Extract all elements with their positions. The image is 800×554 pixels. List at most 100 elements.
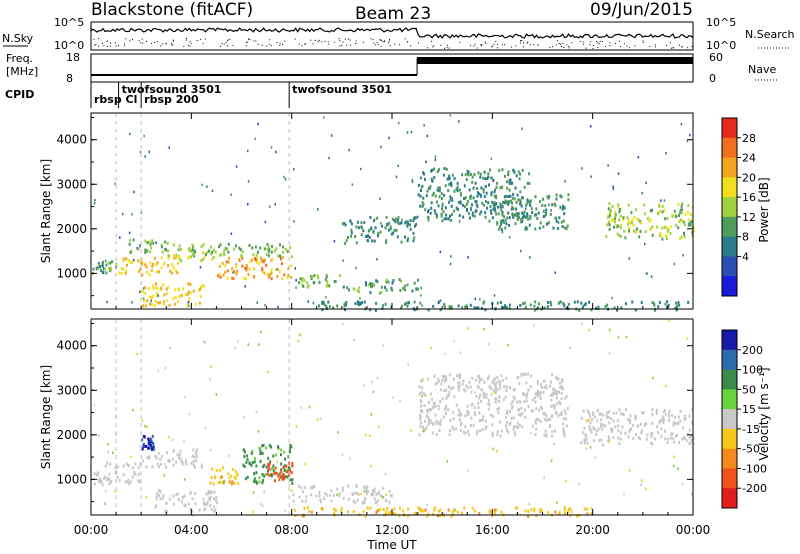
- heatmap-cell: [262, 260, 265, 264]
- heatmap-cell: [364, 281, 367, 285]
- heatmap-cell: [640, 300, 643, 304]
- heatmap-cell: [137, 247, 140, 251]
- heatmap-cell: [290, 264, 293, 268]
- heatmap-speck: [133, 258, 135, 262]
- heatmap-cell: [503, 195, 506, 199]
- heatmap-cell: [499, 186, 502, 190]
- heatmap-speck: [228, 454, 230, 457]
- heatmap-speck: [677, 467, 679, 470]
- heatmap-cell: [165, 501, 168, 505]
- heatmap-cell: [235, 244, 237, 248]
- heatmap-cell: [357, 498, 359, 502]
- colorbar-segment: [722, 256, 737, 277]
- heatmap-cell: [685, 439, 688, 442]
- nsearch-dot: [527, 41, 529, 43]
- heatmap-cell: [682, 426, 685, 430]
- heatmap-cell: [390, 494, 393, 498]
- colorbar-tick-label: 16: [742, 191, 756, 204]
- heatmap-cell: [455, 187, 458, 191]
- heatmap-cell: [511, 405, 514, 409]
- heatmap-cell: [539, 200, 542, 204]
- heatmap-cell: [482, 176, 485, 180]
- heatmap-cell: [520, 406, 523, 410]
- heatmap-cell: [511, 205, 514, 209]
- heatmap-cell: [312, 485, 314, 489]
- heatmap-speck: [188, 413, 191, 416]
- heatmap-speck: [430, 347, 433, 350]
- heatmap-cell: [100, 269, 103, 272]
- heatmap-speck: [264, 220, 267, 224]
- heatmap-cell: [440, 192, 443, 196]
- heatmap-cell: [553, 406, 556, 410]
- heatmap-cell: [565, 394, 568, 398]
- heatmap-speck: [262, 504, 264, 508]
- heatmap-cell: [420, 379, 423, 383]
- heatmap-speck: [353, 339, 355, 342]
- heatmap-cell: [497, 380, 500, 383]
- heatmap-cell: [374, 308, 377, 312]
- heatmap-cell: [388, 500, 391, 504]
- heatmap-cell: [230, 482, 233, 486]
- heatmap-cell: [516, 217, 519, 221]
- heatmap-speck: [467, 256, 469, 259]
- heatmap-cell: [477, 306, 480, 310]
- nsky-tick-bottom: 10^0: [54, 39, 84, 52]
- heatmap-cell: [298, 495, 301, 499]
- heatmap-cell: [475, 306, 478, 310]
- heatmap-cell: [460, 193, 463, 197]
- colorbar-tick-label: 50: [742, 383, 756, 396]
- heatmap-cell: [270, 250, 273, 254]
- freq-tick-top: 18: [66, 51, 80, 64]
- heatmap-cell: [199, 287, 202, 291]
- heatmap-cell: [280, 470, 283, 474]
- heatmap-cell: [522, 212, 525, 216]
- heatmap-cell: [534, 195, 537, 199]
- heatmap-speck: [681, 202, 684, 205]
- heatmap-cell: [146, 249, 149, 253]
- heatmap-cell: [467, 170, 470, 174]
- heatmap-speck: [423, 429, 425, 433]
- heatmap-cell: [363, 490, 365, 494]
- colorbar-tick-label: 28: [742, 132, 756, 145]
- nsearch-dot: [649, 46, 651, 48]
- nsearch-dot: [678, 44, 680, 46]
- heatmap-cell: [513, 197, 516, 201]
- heatmap-cell: [115, 262, 118, 266]
- heatmap-cell: [417, 287, 419, 291]
- heatmap-cell: [519, 172, 522, 176]
- heatmap-cell: [517, 408, 520, 412]
- y-tick-label: 2000: [56, 222, 87, 236]
- heatmap-cell: [434, 194, 437, 198]
- heatmap-cell: [679, 409, 682, 413]
- heatmap-cell: [376, 216, 379, 220]
- heatmap-cell: [557, 414, 560, 418]
- nsearch-dot: [376, 41, 378, 43]
- heatmap-cell: [472, 196, 475, 200]
- heatmap-cell: [141, 438, 144, 442]
- heatmap-speck: [284, 178, 287, 181]
- heatmap-cell: [147, 437, 150, 441]
- heatmap-cell: [478, 419, 481, 423]
- heatmap-cell: [663, 208, 666, 212]
- heatmap-speck: [672, 464, 675, 468]
- heatmap-cell: [344, 301, 347, 305]
- heatmap-cell: [441, 374, 444, 378]
- heatmap-cell: [605, 414, 608, 418]
- heatmap-cell: [679, 236, 681, 240]
- nsearch-dot: [227, 45, 228, 47]
- heatmap-cell: [168, 303, 171, 307]
- heatmap-cell: [517, 170, 520, 174]
- power-cells: [92, 113, 695, 312]
- heatmap-cell: [443, 193, 446, 197]
- heatmap-cell: [357, 226, 360, 230]
- heatmap-cell: [459, 200, 462, 204]
- heatmap-cell: [373, 239, 376, 243]
- heatmap-cell: [306, 506, 309, 510]
- heatmap-cell: [385, 288, 388, 292]
- heatmap-cell: [165, 292, 168, 295]
- heatmap-cell: [552, 404, 555, 408]
- heatmap-speck: [307, 300, 309, 303]
- heatmap-cell: [495, 196, 498, 200]
- heatmap-cell: [146, 271, 149, 274]
- heatmap-speck: [524, 207, 527, 210]
